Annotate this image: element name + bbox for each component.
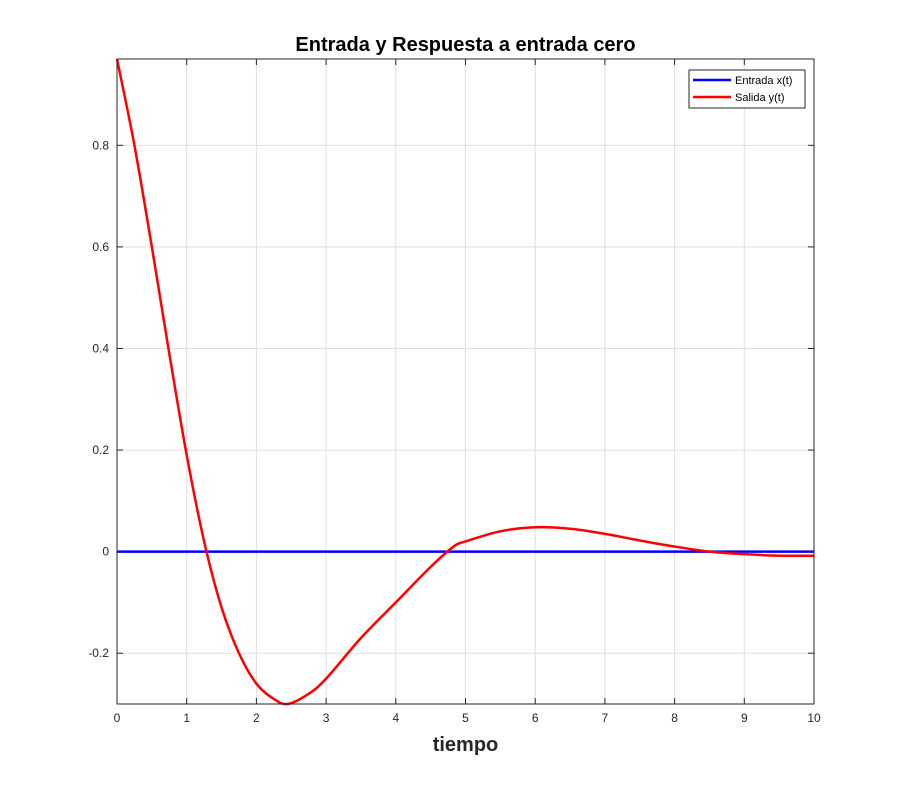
x-tick-label: 0: [114, 711, 121, 725]
y-tick-label: 0.2: [92, 443, 109, 457]
legend-box: [688, 69, 806, 109]
x-tick-label: 5: [462, 711, 469, 725]
y-tick-label: 0: [102, 545, 109, 559]
x-tick-label: 2: [253, 711, 260, 725]
legend[interactable]: Entrada x(t) Salida y(t): [688, 69, 806, 109]
ticks: 0 1 2 3 4 5 6 7 8 9 10 -0.2 0 0.2 0.4 0.6 0.8: [88, 59, 821, 725]
y-tick-label: 0.6: [92, 240, 109, 254]
x-tick-label: 7: [602, 711, 609, 725]
legend-entry: Salida y(t): [735, 92, 785, 104]
y-tick-label: 0.8: [92, 138, 109, 152]
x-tick-label: 1: [183, 711, 190, 725]
legend-entry: Entrada x(t): [735, 75, 792, 87]
y-tick-label: 0.4: [92, 341, 109, 355]
series-line-salida: [115, 58, 815, 706]
x-tick-label: 4: [392, 711, 399, 725]
x-tick-label: 9: [741, 711, 748, 725]
x-tick-label: 6: [532, 711, 539, 725]
x-tick-label: 3: [323, 711, 330, 725]
y-tick-label: -0.2: [88, 646, 109, 660]
x-tick-label: 8: [671, 711, 678, 725]
x-axis-label: tiempo: [433, 734, 499, 756]
x-tick-label: 10: [807, 711, 821, 725]
series-layer: [115, 58, 815, 706]
chart-title: Entrada y Respuesta a entrada cero: [295, 34, 635, 56]
